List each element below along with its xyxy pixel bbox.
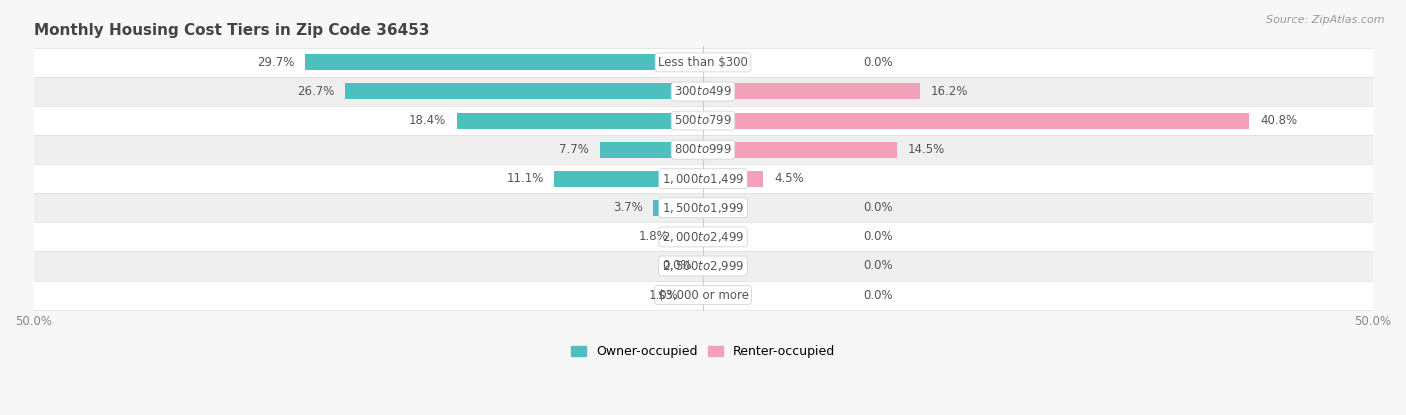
- Bar: [600, 142, 703, 158]
- Text: Source: ZipAtlas.com: Source: ZipAtlas.com: [1267, 15, 1385, 24]
- Bar: [34, 222, 1372, 251]
- Bar: [703, 142, 897, 158]
- Bar: [457, 112, 703, 129]
- Text: 40.8%: 40.8%: [1260, 114, 1298, 127]
- Legend: Owner-occupied, Renter-occupied: Owner-occupied, Renter-occupied: [567, 340, 839, 363]
- Bar: [34, 193, 1372, 222]
- Text: 18.4%: 18.4%: [409, 114, 446, 127]
- Text: 29.7%: 29.7%: [257, 56, 295, 69]
- Text: $1,500 to $1,999: $1,500 to $1,999: [662, 201, 744, 215]
- Text: $3,000 or more: $3,000 or more: [658, 288, 748, 302]
- Text: 0.0%: 0.0%: [863, 56, 893, 69]
- Bar: [34, 77, 1372, 106]
- Text: 1.8%: 1.8%: [638, 230, 668, 243]
- Text: 0.0%: 0.0%: [863, 201, 893, 214]
- Bar: [305, 54, 703, 71]
- Text: 0.0%: 0.0%: [662, 259, 692, 273]
- Text: Less than $300: Less than $300: [658, 56, 748, 69]
- Text: 26.7%: 26.7%: [298, 85, 335, 98]
- Text: 16.2%: 16.2%: [931, 85, 967, 98]
- Bar: [34, 48, 1372, 77]
- Bar: [34, 164, 1372, 193]
- Text: 11.1%: 11.1%: [506, 172, 544, 185]
- Bar: [679, 229, 703, 245]
- Bar: [34, 135, 1372, 164]
- Text: 0.0%: 0.0%: [863, 259, 893, 273]
- Bar: [554, 171, 703, 187]
- Bar: [689, 287, 703, 303]
- Text: $2,000 to $2,499: $2,000 to $2,499: [662, 230, 744, 244]
- Text: 0.0%: 0.0%: [863, 230, 893, 243]
- Bar: [654, 200, 703, 216]
- Bar: [346, 83, 703, 100]
- Bar: [703, 112, 1250, 129]
- Text: $800 to $999: $800 to $999: [673, 143, 733, 156]
- Text: 1.0%: 1.0%: [650, 288, 679, 302]
- Bar: [34, 251, 1372, 281]
- Text: 14.5%: 14.5%: [908, 143, 945, 156]
- Bar: [703, 83, 920, 100]
- Text: $2,500 to $2,999: $2,500 to $2,999: [662, 259, 744, 273]
- Bar: [34, 106, 1372, 135]
- Text: 0.0%: 0.0%: [863, 288, 893, 302]
- Text: Monthly Housing Cost Tiers in Zip Code 36453: Monthly Housing Cost Tiers in Zip Code 3…: [34, 23, 429, 38]
- Bar: [34, 281, 1372, 310]
- Text: 7.7%: 7.7%: [560, 143, 589, 156]
- Text: 3.7%: 3.7%: [613, 201, 643, 214]
- Text: $1,000 to $1,499: $1,000 to $1,499: [662, 172, 744, 186]
- Text: 4.5%: 4.5%: [773, 172, 804, 185]
- Text: $500 to $799: $500 to $799: [673, 114, 733, 127]
- Bar: [703, 171, 763, 187]
- Text: $300 to $499: $300 to $499: [673, 85, 733, 98]
